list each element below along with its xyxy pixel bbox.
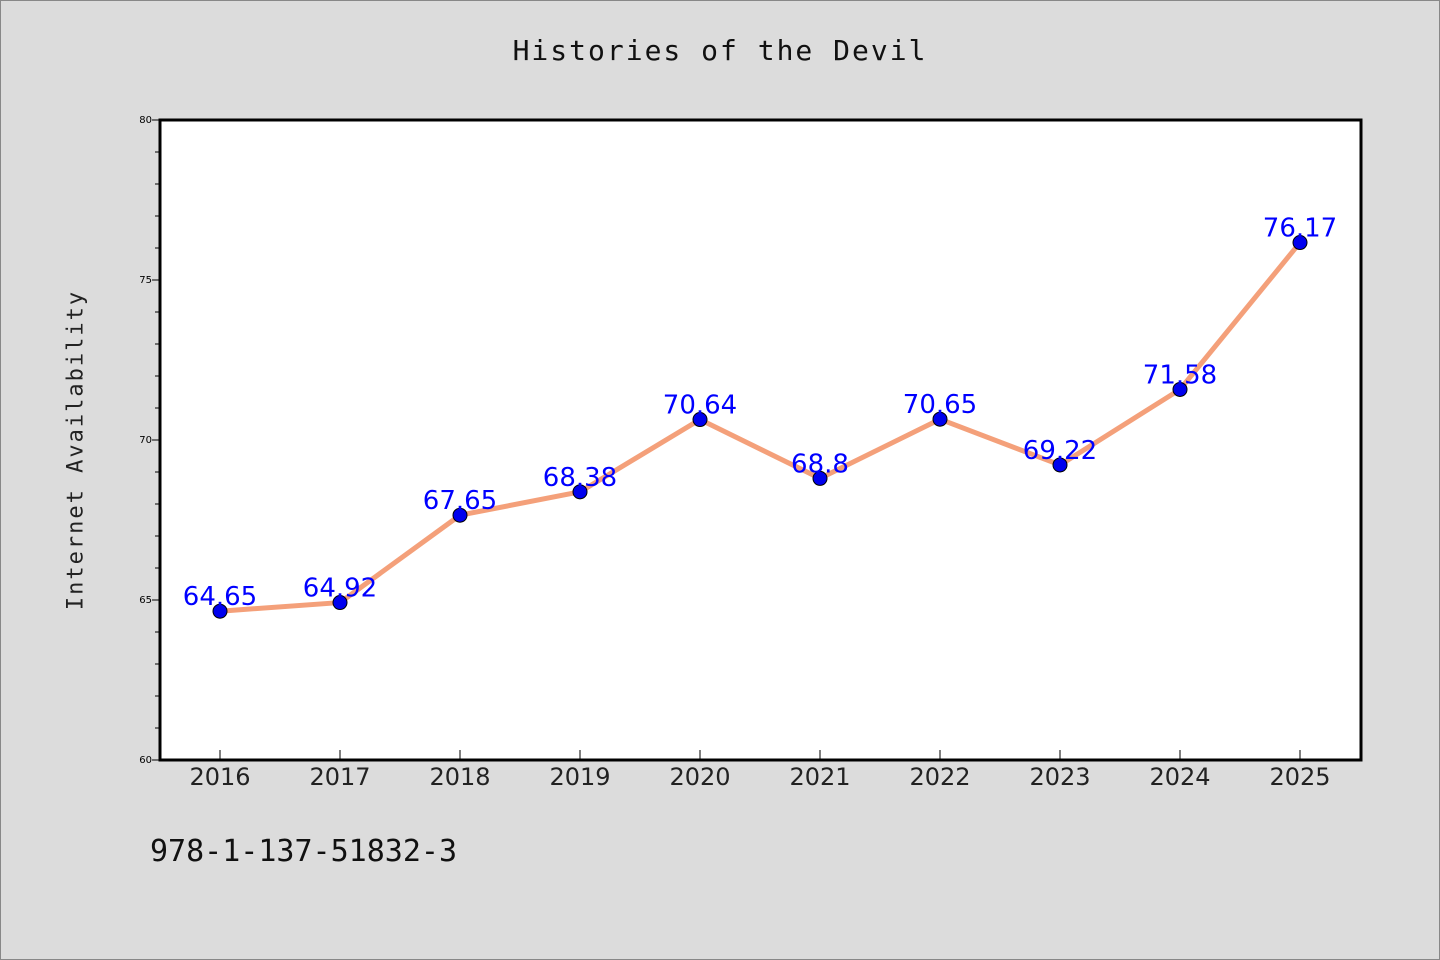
data-point (812, 470, 828, 486)
y-tick-label: 70 (139, 435, 152, 446)
data-labels: 64.65 64.92 67.65 68.38 70.64 68.8 70.65 69.22 7… (183, 214, 1337, 613)
data-label: 70.64 (663, 391, 737, 421)
data-label: 70.65 (903, 390, 977, 420)
data-point (692, 412, 708, 428)
y-axis: 60 65 70 75 80 (139, 115, 160, 766)
x-tick-label: 2020 (669, 763, 730, 791)
chart-title: Histories of the Devil (512, 34, 928, 67)
x-tick-label: 2021 (789, 763, 850, 791)
data-label: 69.22 (1023, 436, 1097, 466)
x-tick-label: 2022 (909, 763, 970, 791)
plot-area (158, 118, 1363, 762)
data-label: 71.58 (1143, 360, 1217, 390)
data-point (332, 595, 348, 611)
data-label: 67.65 (423, 486, 497, 516)
data-label: 64.92 (303, 574, 377, 604)
x-tick-label: 2023 (1029, 763, 1090, 791)
x-tick-label: 2018 (429, 763, 490, 791)
isbn-code: 978-1-137-51832-3 (150, 834, 458, 869)
data-point (212, 603, 228, 619)
data-label: 64.65 (183, 582, 257, 612)
x-tick-label: 2024 (1149, 763, 1210, 791)
y-tick-label: 80 (139, 115, 152, 126)
y-tick-label: 60 (139, 755, 152, 766)
data-label: 76.17 (1263, 214, 1337, 244)
data-label: 68.8 (791, 449, 849, 479)
x-tick-label: 2016 (189, 763, 250, 791)
series-line (219, 240, 1302, 614)
x-tick-label: 2019 (549, 763, 610, 791)
y-tick-label: 65 (139, 595, 152, 606)
data-point (1052, 457, 1068, 473)
x-tick-label: 2025 (1269, 763, 1330, 791)
data-label: 68.38 (543, 463, 617, 493)
data-point (452, 507, 468, 523)
x-axis: 2016 2017 2018 2019 2020 2021 2022 2023 2024 2025 (189, 750, 1331, 791)
series-markers (212, 235, 1308, 619)
y-tick-label: 75 (139, 275, 152, 286)
data-point (1292, 235, 1308, 251)
x-tick-label: 2017 (309, 763, 370, 791)
data-point (932, 411, 948, 427)
data-point (1172, 381, 1188, 397)
data-point (572, 484, 588, 500)
